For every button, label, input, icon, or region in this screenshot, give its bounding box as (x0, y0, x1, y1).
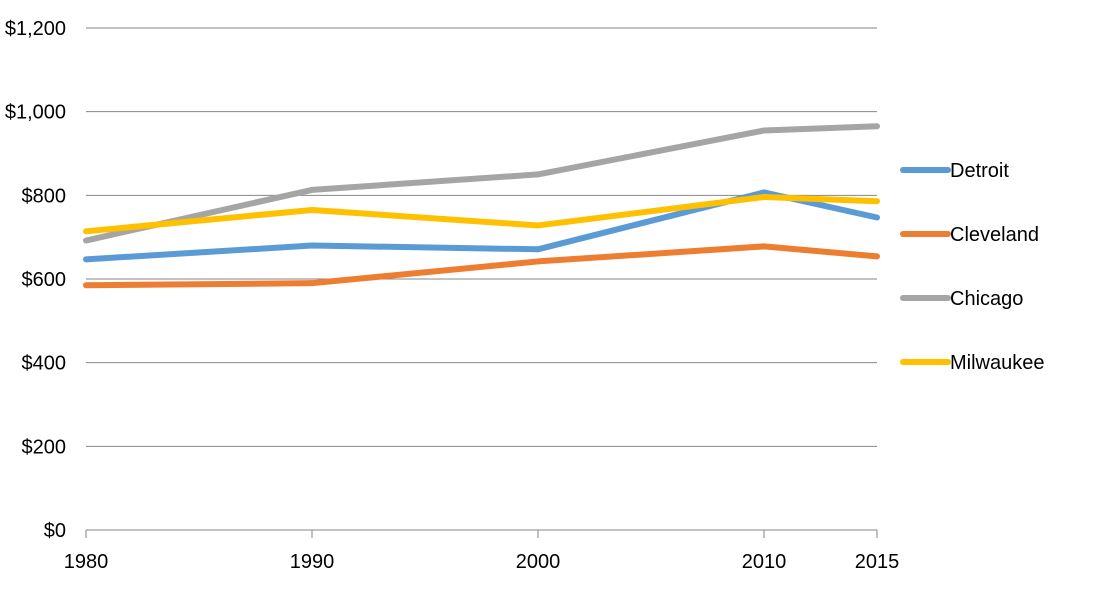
data-point-milwaukee (83, 228, 89, 235)
y-tick-label: $400 (22, 353, 67, 375)
legend-item-chicago: Chicago (900, 288, 1023, 310)
x-tick-label: 1990 (290, 551, 335, 573)
y-tick-label: $1,000 (5, 102, 66, 124)
legend-item-milwaukee: Milwaukee (900, 352, 1044, 374)
y-tick-label: $600 (22, 269, 67, 291)
y-tick-label: $200 (22, 436, 67, 458)
data-point-cleveland (309, 280, 315, 287)
data-point-detroit (535, 246, 541, 253)
x-tick-label: 2000 (516, 551, 561, 573)
data-point-chicago (874, 123, 880, 130)
legend-label: Detroit (950, 160, 1009, 182)
series-lines (83, 123, 880, 289)
x-tick-label: 2015 (855, 551, 900, 573)
legend-label: Cleveland (950, 224, 1039, 246)
data-point-chicago (83, 237, 89, 244)
legend-label: Chicago (950, 288, 1023, 310)
data-point-chicago (309, 186, 315, 193)
data-point-chicago (761, 127, 767, 134)
legend-item-cleveland: Cleveland (900, 224, 1039, 246)
data-point-milwaukee (309, 206, 315, 213)
data-point-cleveland (535, 258, 541, 265)
y-tick-label: $800 (22, 185, 67, 207)
legend-label: Milwaukee (950, 352, 1044, 374)
x-tick-label: 2010 (742, 551, 787, 573)
legend: Detroit Cleveland Chicago Milwaukee (900, 160, 1044, 374)
gridlines (86, 27, 877, 447)
axes: $0 $200 $400 $600 $800 $1,000 $1,200 1980 1990 20… (5, 18, 899, 573)
data-point-cleveland (83, 282, 89, 289)
legend-item-detroit: Detroit (900, 160, 1009, 182)
data-point-detroit (309, 242, 315, 249)
y-tick-label: $0 (44, 520, 66, 542)
data-point-detroit (83, 256, 89, 263)
data-point-detroit (874, 214, 880, 221)
data-point-milwaukee (535, 222, 541, 229)
x-tick-label: 1980 (64, 551, 109, 573)
data-point-cleveland (874, 253, 880, 260)
data-point-chicago (535, 171, 541, 178)
y-tick-label: $1,200 (5, 18, 66, 40)
data-point-milwaukee (874, 198, 880, 205)
data-point-cleveland (761, 243, 767, 250)
data-point-detroit (761, 189, 767, 196)
data-point-milwaukee (761, 194, 767, 201)
